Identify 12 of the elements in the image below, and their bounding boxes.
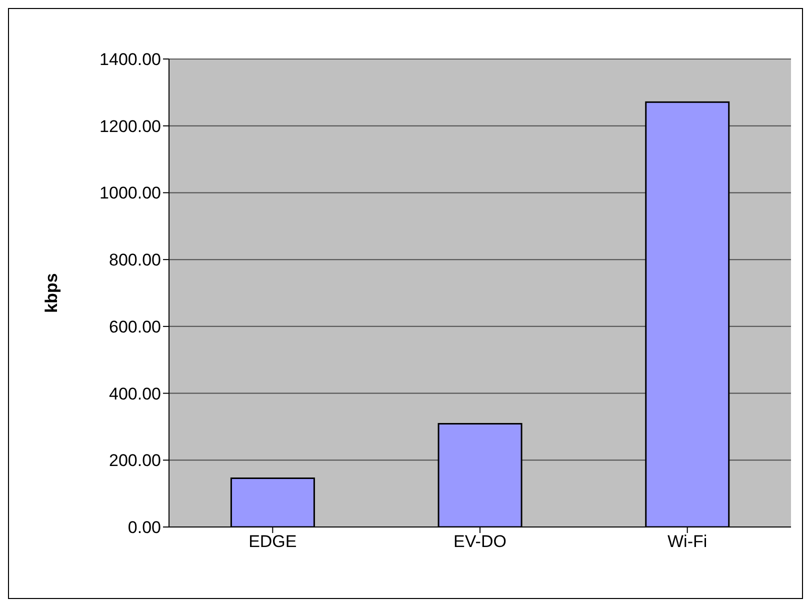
- y-axis-title: kbps: [42, 273, 62, 313]
- y-tick-label: 400.00: [109, 384, 161, 404]
- y-tick-label: 1200.00: [100, 116, 161, 136]
- y-tick-label: 1400.00: [100, 50, 161, 70]
- x-tick-label: EV-DO: [454, 532, 506, 552]
- y-tick-label: 0.00: [128, 518, 161, 538]
- y-tick-label: 200.00: [109, 451, 161, 470]
- x-tick-label: EDGE: [248, 532, 297, 552]
- x-tick-label: Wi-Fi: [668, 532, 708, 552]
- y-tick-label: 1000.00: [100, 184, 161, 203]
- y-tick-label: 800.00: [109, 250, 161, 270]
- y-tick-label: 600.00: [109, 317, 161, 336]
